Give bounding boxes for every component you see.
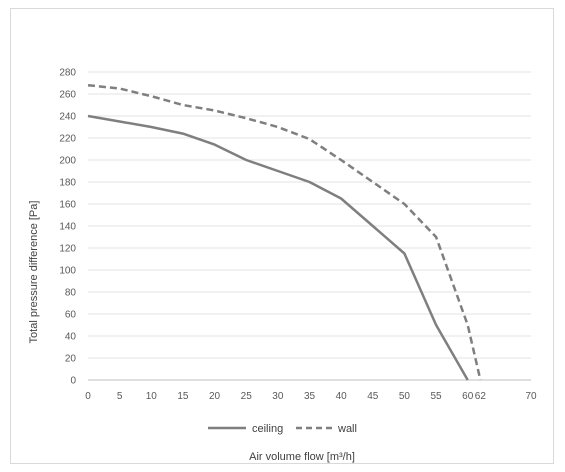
x-tick-label: 70 <box>525 391 537 402</box>
y-tick-label: 140 <box>59 222 76 233</box>
x-tick-label: 62 <box>475 391 487 402</box>
y-tick-label: 240 <box>59 112 76 123</box>
x-tick-label: 15 <box>177 391 189 402</box>
legend-label-ceiling: ceiling <box>252 423 283 435</box>
x-tick-label: 35 <box>304 391 316 402</box>
y-tick-label: 60 <box>65 310 77 321</box>
x-tick-label: 25 <box>241 391 253 402</box>
x-tick-label: 30 <box>272 391 284 402</box>
y-tick-label: 200 <box>59 156 76 167</box>
x-axis-ticks: 0 5 10 15 20 25 30 35 40 45 50 55 60 62 70 <box>85 391 537 402</box>
x-tick-label: 20 <box>209 391 221 402</box>
y-tick-label: 40 <box>65 332 77 343</box>
chart-frame <box>10 8 554 464</box>
legend: ceiling wall <box>208 423 357 435</box>
y-tick-label: 180 <box>59 178 76 189</box>
y-tick-label: 100 <box>59 266 76 277</box>
series-line-wall <box>87 83 482 381</box>
y-axis-ticks: 0 20 40 60 80 100 120 140 160 180 200 220 240 260 280 <box>59 68 76 387</box>
x-tick-label: 60 <box>462 391 474 402</box>
legend-label-wall: wall <box>337 423 357 435</box>
y-tick-label: 80 <box>65 288 77 299</box>
series-lines <box>87 83 482 381</box>
gridlines <box>88 71 531 381</box>
y-tick-label: 120 <box>59 244 76 255</box>
y-tick-label: 0 <box>70 376 76 387</box>
x-tick-label: 45 <box>367 391 379 402</box>
x-tick-label: 40 <box>336 391 348 402</box>
y-axis-title: Total pressure difference [Pa] <box>28 201 40 344</box>
y-tick-label: 20 <box>65 354 77 365</box>
x-tick-label: 0 <box>85 391 91 402</box>
y-tick-label: 260 <box>59 90 76 101</box>
x-tick-label: 10 <box>146 391 158 402</box>
y-tick-label: 160 <box>59 200 76 211</box>
x-axis-title: Air volume flow [m³/h] <box>249 451 355 463</box>
y-tick-label: 220 <box>59 134 76 145</box>
x-tick-label: 50 <box>399 391 411 402</box>
series-line-ceiling <box>87 114 469 381</box>
y-tick-label: 280 <box>59 68 76 79</box>
x-tick-label: 5 <box>117 391 123 402</box>
x-tick-label: 55 <box>431 391 443 402</box>
